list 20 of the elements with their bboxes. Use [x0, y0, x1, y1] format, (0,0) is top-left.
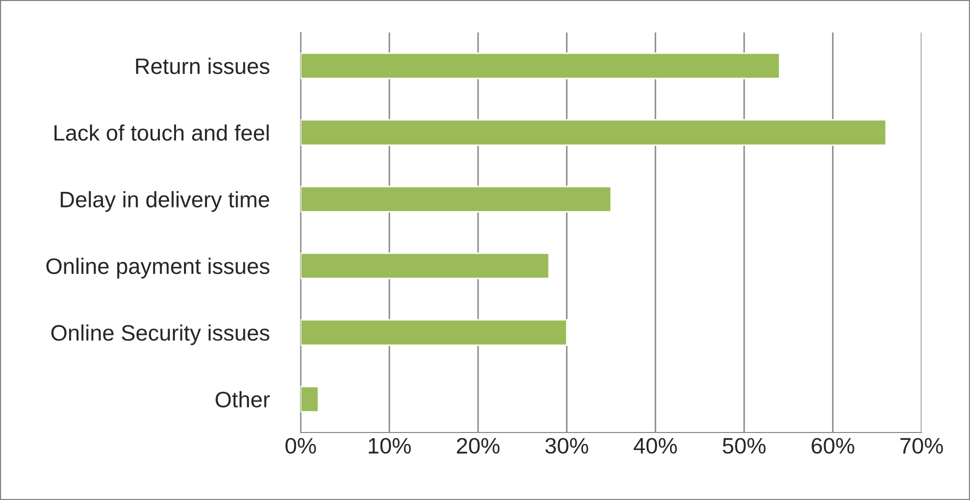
x-tick-label: 30%: [545, 438, 588, 454]
y-tick-label: Other: [216, 391, 270, 408]
bar: [300, 319, 568, 346]
x-tick-label: 60%: [812, 438, 854, 454]
bar: [300, 386, 320, 413]
y-tick-label: Lack of touch and feel: [54, 124, 269, 141]
x-tick-label: 70%: [900, 438, 943, 454]
bar: [300, 119, 887, 146]
y-tick-label: Online Security issues: [51, 324, 270, 346]
x-tick-label: 20%: [456, 438, 500, 454]
bar: [300, 186, 612, 213]
y-tick-label: Return issues: [136, 58, 270, 74]
bar: [300, 252, 550, 280]
x-tick-label: 0%: [286, 438, 316, 454]
y-tick-label: Online payment issues: [46, 258, 270, 278]
bar: [300, 52, 780, 80]
y-tick-label: Delay in delivery time: [60, 191, 270, 212]
x-tick-label: 40%: [634, 438, 677, 454]
x-tick-label: 10%: [368, 438, 411, 454]
x-tick-label: 50%: [722, 438, 766, 454]
